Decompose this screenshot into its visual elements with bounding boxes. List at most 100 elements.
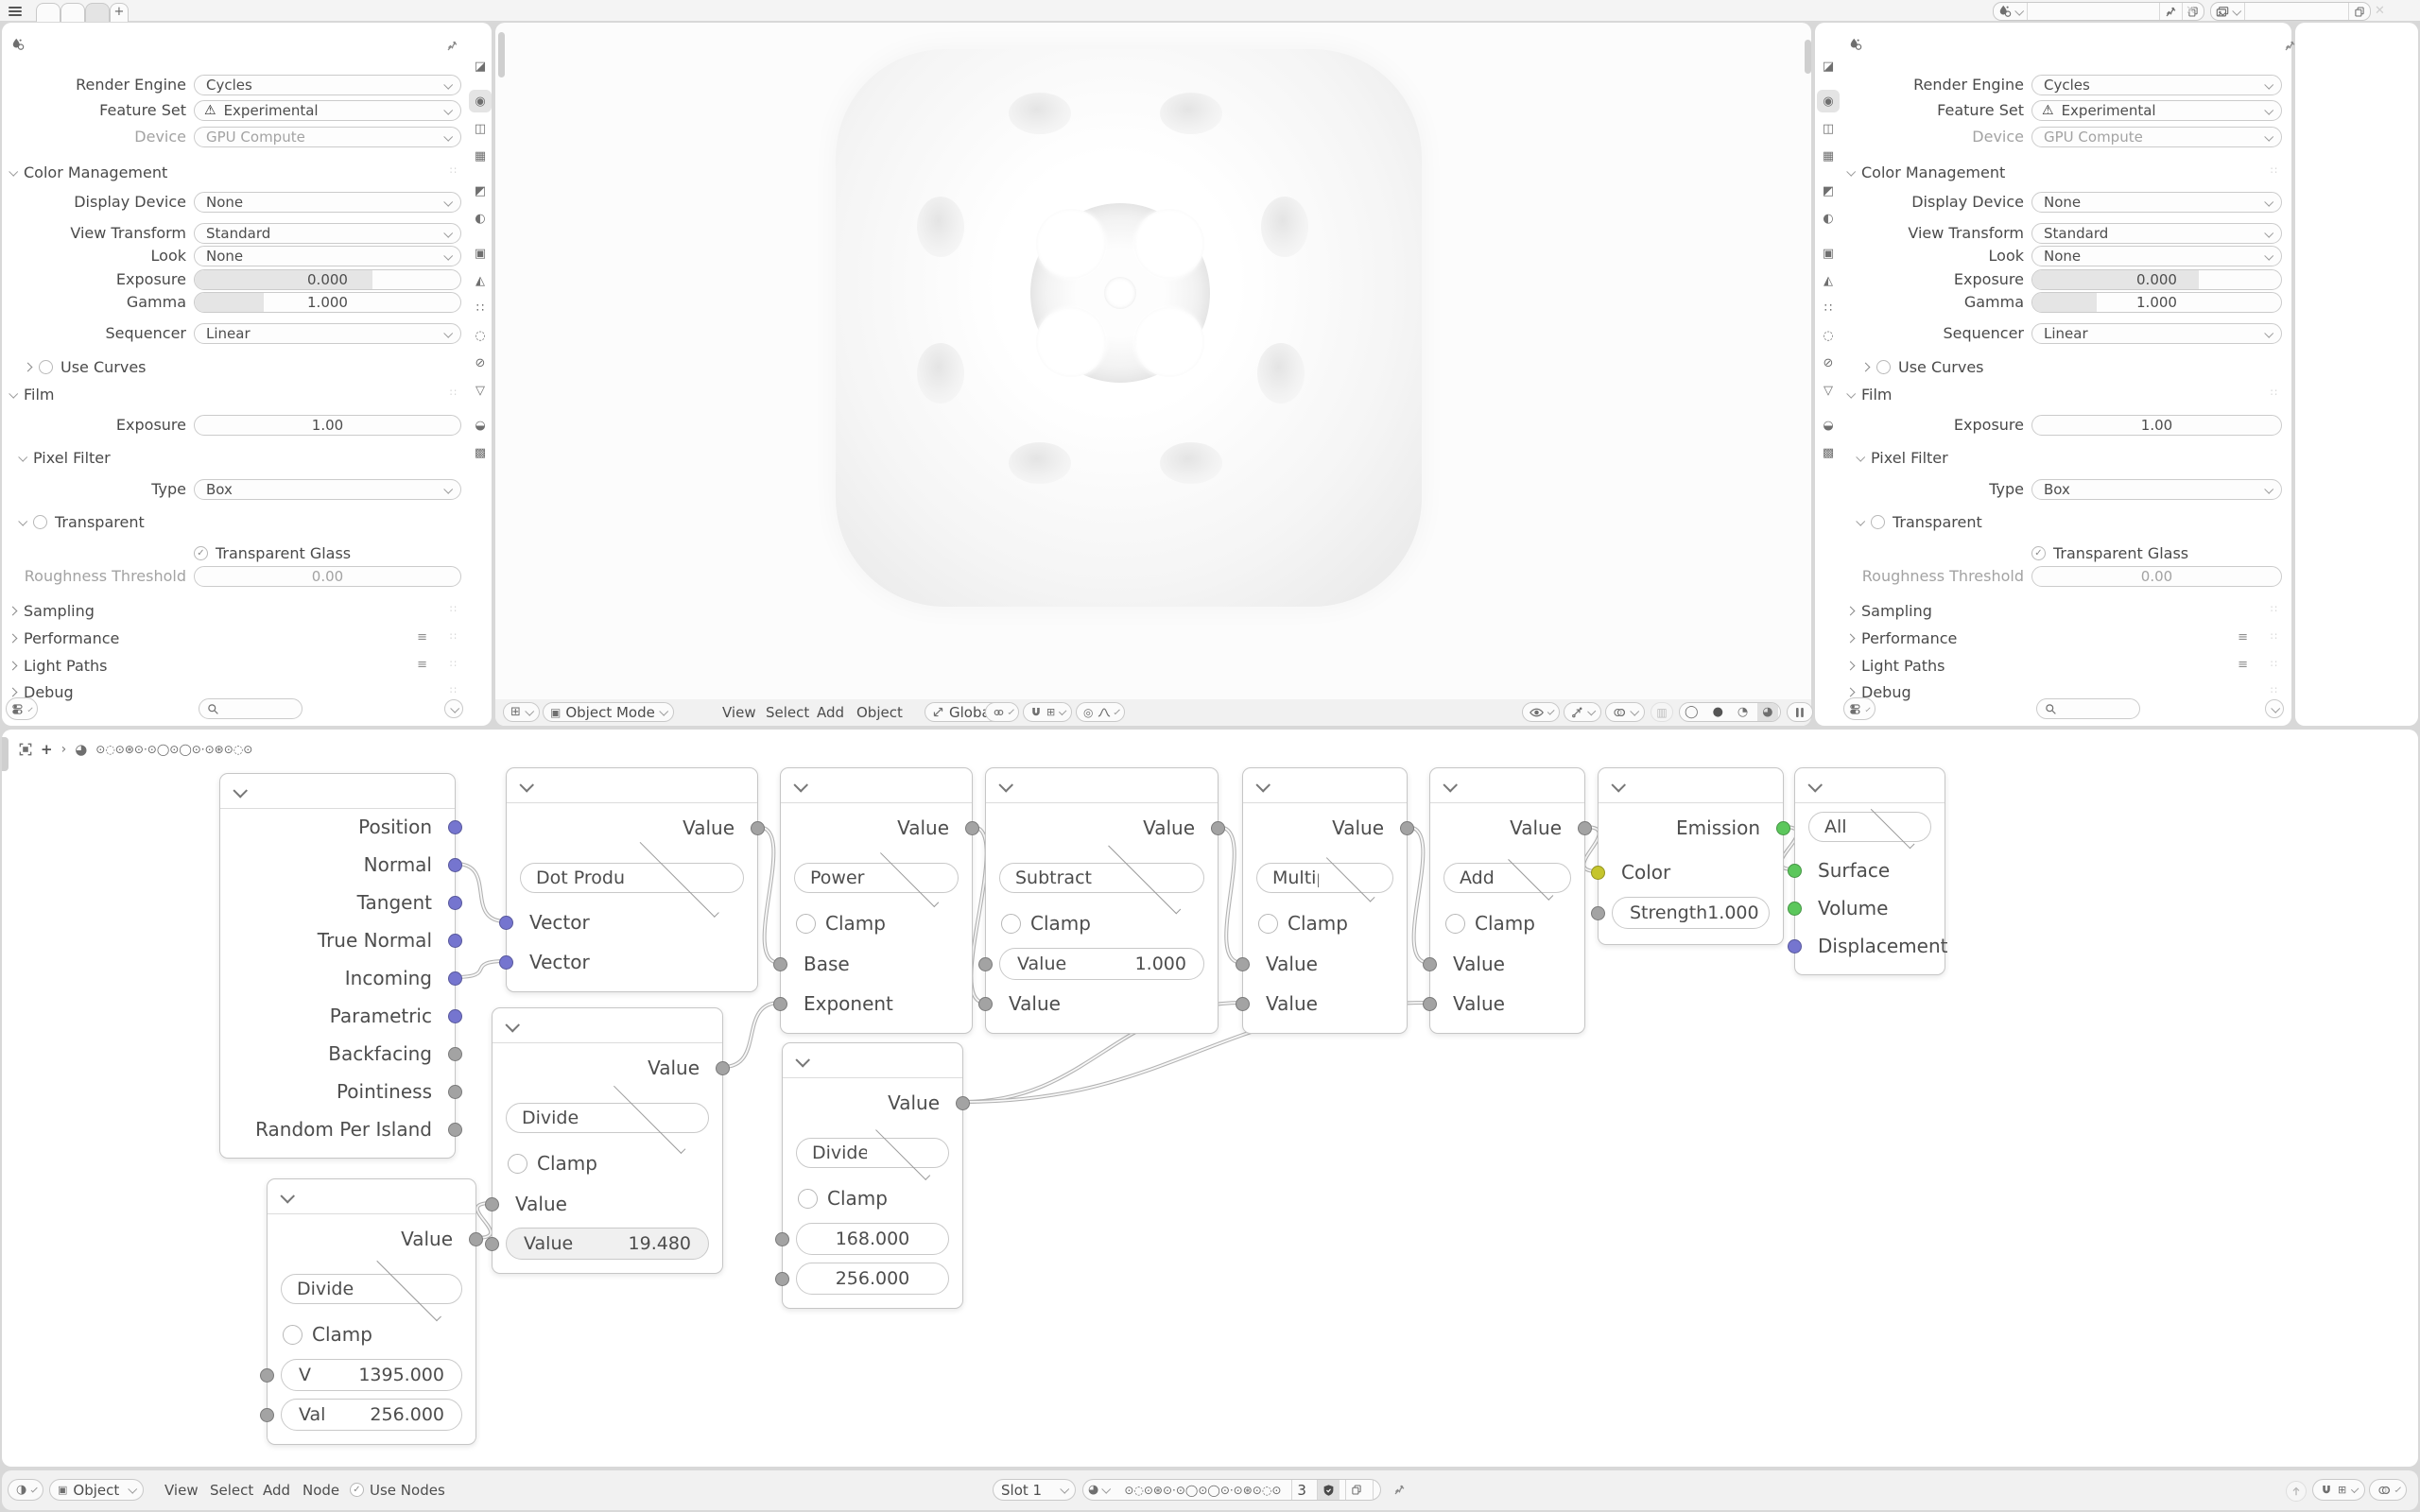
snap-toggle[interactable]: ⊞ — [2312, 1479, 2365, 1501]
look-select[interactable]: None — [2031, 246, 2282, 266]
section-pixel-filter[interactable]: Pixel Filter — [1856, 447, 1948, 468]
properties-tab-object-data[interactable]: ▽ — [469, 379, 492, 402]
socket-Volume[interactable] — [1788, 901, 1802, 916]
node-geometry[interactable]: Position Normal Tangent True Normal Incoming… — [219, 773, 462, 1159]
preset-list-icon[interactable]: ≡ — [2238, 658, 2248, 672]
shading-rendered-button[interactable]: ◕ — [1757, 703, 1778, 721]
feature-set-select[interactable]: ⚠ Experimental — [194, 100, 461, 121]
render-engine-select[interactable]: Cycles — [194, 75, 461, 95]
value-field[interactable]: Value 19.480 — [506, 1228, 709, 1260]
socket-Value[interactable] — [1423, 956, 1437, 971]
slot-select[interactable]: Slot 1 — [993, 1479, 1076, 1501]
section-performance[interactable]: Performance — [8, 627, 119, 648]
shading-wireframe-button[interactable]: ◯ — [1685, 705, 1699, 719]
value-field[interactable]: Val 256.000 — [281, 1399, 462, 1431]
clamp-checkbox[interactable]: Clamp — [508, 1152, 597, 1175]
menu-select[interactable]: Select — [766, 703, 810, 721]
node-header[interactable] — [268, 1179, 475, 1214]
preset-list-icon[interactable]: ≡ — [2238, 630, 2248, 644]
film-exposure-field[interactable]: 1.00 — [194, 415, 461, 436]
search-input[interactable] — [199, 698, 302, 719]
properties-tab-world[interactable]: ◐ — [469, 207, 492, 230]
gamma-slider[interactable]: 1.000 — [194, 292, 461, 313]
search-input[interactable] — [2036, 698, 2140, 719]
menu-view[interactable]: View — [722, 703, 756, 721]
pause-render-button[interactable] — [1787, 702, 1813, 722]
pin-icon[interactable] — [446, 40, 458, 52]
pin-icon[interactable] — [2160, 3, 2183, 20]
node-operation-select[interactable]: Divide — [281, 1256, 462, 1321]
sequencer-select[interactable]: Linear — [2031, 323, 2282, 344]
properties-tab-constraints[interactable]: ⊘ — [1817, 352, 1840, 374]
view-layer-selector[interactable] — [2210, 2, 2371, 21]
look-select[interactable]: None — [194, 246, 461, 266]
properties-tab-modifiers[interactable]: ◭ — [469, 269, 492, 292]
properties-tab-material[interactable]: ◒ — [1817, 414, 1840, 437]
node-header[interactable] — [781, 768, 972, 803]
socket-Value[interactable] — [716, 1060, 730, 1075]
preset-list-icon[interactable]: ≡ — [417, 630, 427, 644]
socket-Surface[interactable] — [1788, 863, 1802, 878]
view-transform-select[interactable]: Standard — [2031, 223, 2282, 244]
properties-tab-modifiers[interactable]: ◭ — [1817, 269, 1840, 292]
sequencer-select[interactable]: Linear — [194, 323, 461, 344]
node-div1395[interactable]: Value Divide Clamp V 1395.000 Val 256.000 — [260, 1178, 483, 1445]
node-header[interactable] — [1599, 768, 1783, 803]
socket-V[interactable] — [260, 1367, 274, 1383]
socket-Val[interactable] — [260, 1407, 274, 1422]
node-operation-select[interactable]: Divide — [506, 1081, 709, 1154]
overlays-dropdown[interactable] — [1605, 702, 1645, 722]
node-operation-select[interactable]: Dot Product — [520, 837, 744, 918]
clamp-checkbox[interactable]: Clamp — [796, 912, 886, 935]
roughness-threshold-field[interactable]: 0.00 — [194, 566, 461, 587]
socket-Normal[interactable] — [448, 857, 462, 872]
node-header[interactable] — [1795, 768, 1945, 803]
node-header[interactable] — [507, 768, 757, 803]
section-pixel-filter[interactable]: Pixel Filter — [18, 447, 111, 468]
snap-toggle[interactable]: ⊞ — [1023, 702, 1072, 722]
copy-icon[interactable] — [2183, 3, 2204, 20]
node-operation-select[interactable]: Divide — [796, 1125, 949, 1180]
section-color-management[interactable]: Color Management — [9, 162, 167, 182]
socket-Tangent[interactable] — [448, 895, 462, 910]
node-header[interactable] — [493, 1008, 722, 1043]
socket-Parametric[interactable] — [448, 1008, 462, 1023]
socket-Value[interactable] — [485, 1196, 499, 1211]
section-performance[interactable]: Performance — [1845, 627, 1957, 648]
pin-icon[interactable] — [1393, 1484, 1406, 1496]
pixel-type-select[interactable]: Box — [2031, 479, 2282, 500]
section-light-paths[interactable]: Light Paths — [1845, 655, 1945, 676]
node-output[interactable]: All Surface Volume Displacement — [1788, 767, 1948, 975]
editor-type-button[interactable] — [1843, 697, 1876, 720]
material-users-count[interactable]: 3 — [1291, 1480, 1311, 1500]
node-header[interactable] — [220, 774, 455, 809]
section-use-curves[interactable]: Use Curves — [23, 356, 147, 377]
transparent-glass-row[interactable]: ✓ Transparent Glass — [2031, 542, 2188, 563]
socket-Value[interactable] — [485, 1236, 499, 1251]
exposure-slider[interactable]: 0.000 — [2031, 269, 2282, 290]
node-operation-select[interactable]: Add — [1443, 854, 1571, 901]
socket-Vector[interactable] — [499, 915, 513, 930]
properties-tab-render[interactable]: ◉ — [469, 90, 492, 112]
properties-tab-world[interactable]: ◐ — [1817, 207, 1840, 230]
properties-tab-view-layer[interactable]: ▦ — [469, 145, 492, 167]
gizmo-dropdown[interactable] — [1564, 702, 1601, 722]
scene-selector[interactable] — [1993, 2, 2204, 21]
properties-tab-tool[interactable]: ◪ — [1817, 55, 1840, 77]
properties-tab-texture[interactable]: ▩ — [1817, 441, 1840, 464]
region-handle[interactable] — [1805, 40, 1811, 74]
options-button[interactable] — [2265, 699, 2284, 718]
copy-material-button[interactable] — [1344, 1480, 1367, 1500]
socket-Value[interactable] — [751, 820, 765, 835]
node-operation-select[interactable]: All — [1808, 804, 1931, 849]
render-engine-select[interactable]: Cycles — [2031, 75, 2282, 95]
go-parent-button[interactable] — [2286, 1481, 2307, 1502]
display-device-select[interactable]: None — [194, 192, 461, 213]
gamma-slider[interactable]: 1.000 — [2031, 292, 2282, 313]
use-curves-checkbox[interactable] — [1876, 359, 1891, 374]
section-transparent[interactable]: Transparent — [1856, 511, 1982, 532]
socket-Value[interactable] — [978, 956, 993, 971]
viewport-3d[interactable]: ⊞ ▣ Object Mode View Select Add Object Gl… — [495, 23, 1813, 726]
socket-Value[interactable] — [1236, 996, 1250, 1011]
pixel-type-select[interactable]: Box — [194, 479, 461, 500]
